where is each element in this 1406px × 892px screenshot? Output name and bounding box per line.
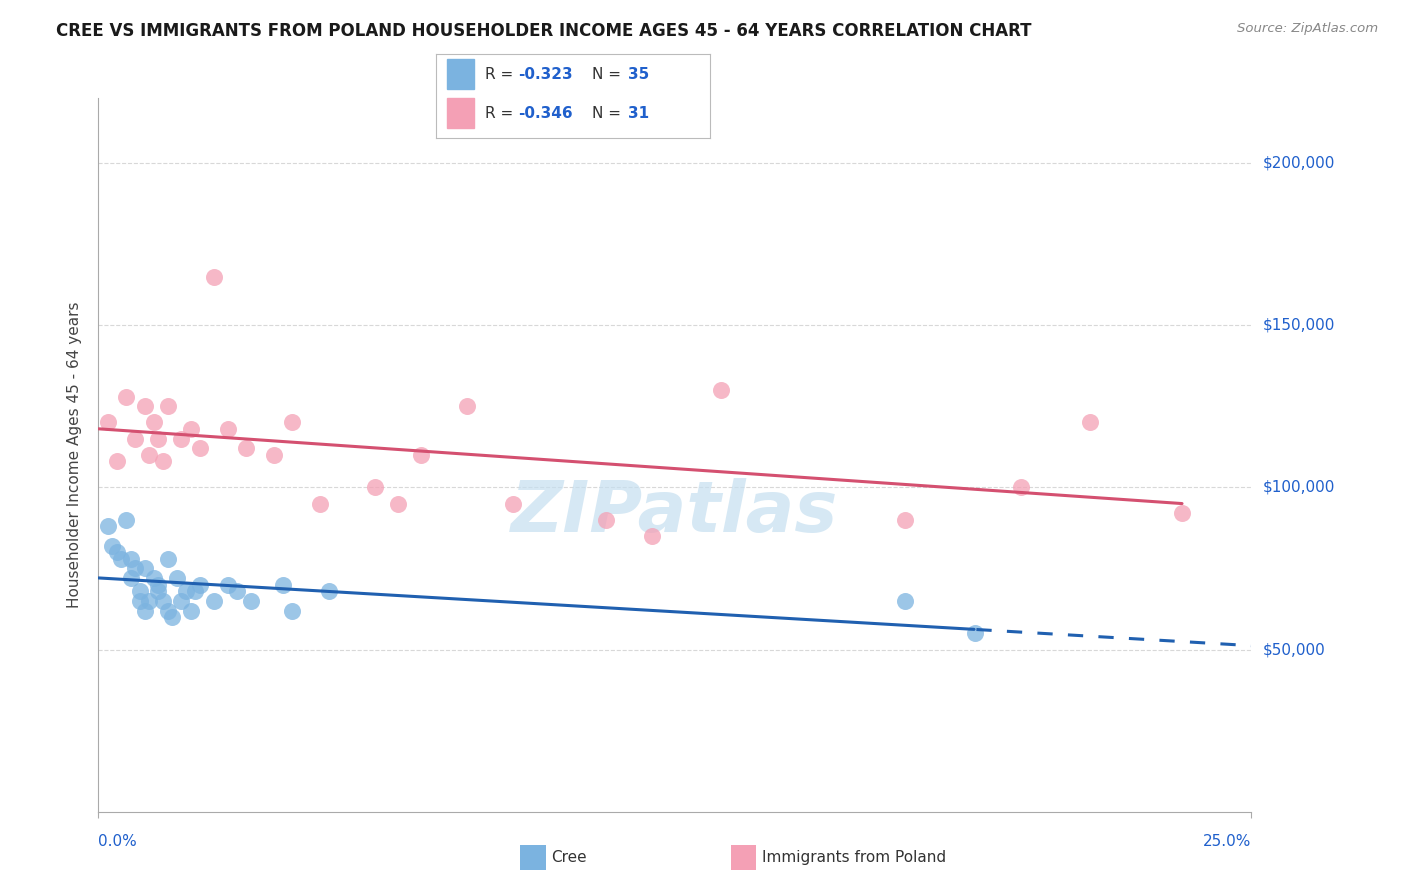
Point <box>152 454 174 468</box>
Point <box>894 594 917 608</box>
Point <box>188 577 211 591</box>
Point <box>129 584 152 599</box>
Point <box>281 604 304 618</box>
Point <box>502 497 524 511</box>
Point <box>202 594 225 608</box>
Text: Immigrants from Poland: Immigrants from Poland <box>762 850 946 864</box>
Point <box>239 594 262 608</box>
Text: -0.323: -0.323 <box>517 67 572 82</box>
Text: CREE VS IMMIGRANTS FROM POLAND HOUSEHOLDER INCOME AGES 45 - 64 YEARS CORRELATION: CREE VS IMMIGRANTS FROM POLAND HOUSEHOLD… <box>56 22 1032 40</box>
Point <box>120 551 142 566</box>
Point <box>1078 416 1101 430</box>
Text: Cree: Cree <box>551 850 586 864</box>
Point <box>105 454 128 468</box>
Text: R =: R = <box>485 67 519 82</box>
Point <box>217 422 239 436</box>
Point <box>318 584 340 599</box>
Point <box>271 577 294 591</box>
Point <box>281 416 304 430</box>
Point <box>156 551 179 566</box>
Point <box>134 561 156 575</box>
Point <box>156 399 179 413</box>
Point <box>387 497 409 511</box>
Point <box>160 610 183 624</box>
Point <box>138 594 160 608</box>
Point <box>963 626 986 640</box>
Text: ZIPatlas: ZIPatlas <box>512 477 838 547</box>
Text: -0.346: -0.346 <box>517 106 572 120</box>
Text: Source: ZipAtlas.com: Source: ZipAtlas.com <box>1237 22 1378 36</box>
Point <box>225 584 247 599</box>
Point <box>1171 506 1194 520</box>
Point <box>202 269 225 284</box>
Point <box>308 497 330 511</box>
Point <box>142 416 165 430</box>
Point <box>174 584 197 599</box>
Point <box>148 577 170 591</box>
Point <box>263 448 285 462</box>
Text: $200,000: $200,000 <box>1263 155 1334 170</box>
Text: $150,000: $150,000 <box>1263 318 1334 333</box>
Y-axis label: Householder Income Ages 45 - 64 years: Householder Income Ages 45 - 64 years <box>67 301 83 608</box>
Point <box>152 594 174 608</box>
Point <box>710 383 733 397</box>
Point <box>170 432 193 446</box>
Point <box>105 545 128 559</box>
Point <box>115 513 138 527</box>
Point <box>411 448 433 462</box>
Point <box>97 416 120 430</box>
Text: 0.0%: 0.0% <box>98 834 138 849</box>
Point <box>142 571 165 585</box>
Point <box>124 432 146 446</box>
Point <box>217 577 239 591</box>
Point <box>456 399 478 413</box>
Point <box>148 432 170 446</box>
Point <box>156 604 179 618</box>
Point <box>101 539 124 553</box>
Text: $100,000: $100,000 <box>1263 480 1334 495</box>
Text: 31: 31 <box>627 106 650 120</box>
Text: N =: N = <box>592 67 626 82</box>
Text: N =: N = <box>592 106 626 120</box>
Point <box>188 442 211 456</box>
Text: R =: R = <box>485 106 519 120</box>
Point <box>364 480 387 494</box>
Point <box>894 513 917 527</box>
Point <box>1010 480 1032 494</box>
Point <box>595 513 617 527</box>
Text: 35: 35 <box>627 67 650 82</box>
Point <box>180 422 202 436</box>
Point <box>115 390 138 404</box>
Point <box>166 571 188 585</box>
Bar <box>447 60 474 89</box>
Point <box>641 529 664 543</box>
Point <box>148 584 170 599</box>
Point <box>129 594 152 608</box>
Point <box>134 604 156 618</box>
Text: 25.0%: 25.0% <box>1204 834 1251 849</box>
Text: $50,000: $50,000 <box>1263 642 1326 657</box>
Point <box>138 448 160 462</box>
Point <box>110 551 132 566</box>
Bar <box>447 98 474 128</box>
Point <box>180 604 202 618</box>
Point <box>120 571 142 585</box>
Point <box>184 584 207 599</box>
Point <box>97 519 120 533</box>
Point <box>124 561 146 575</box>
Point <box>235 442 257 456</box>
Point <box>170 594 193 608</box>
Point <box>134 399 156 413</box>
